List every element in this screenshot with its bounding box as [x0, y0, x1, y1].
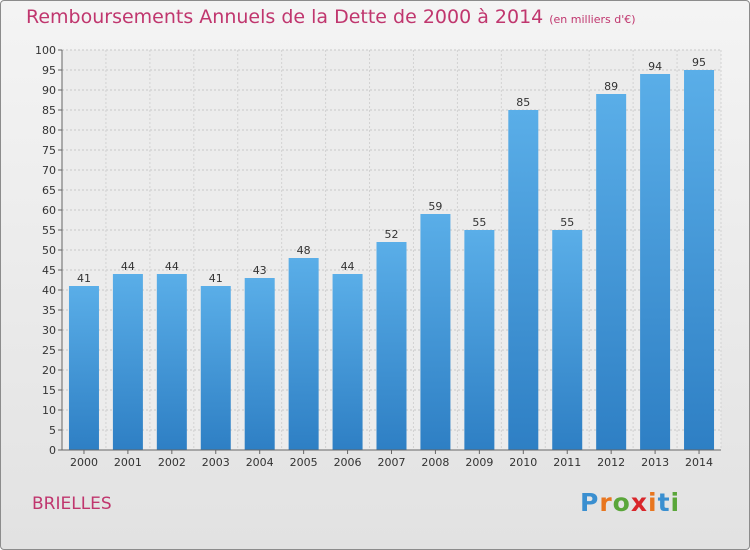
data-label-2005: 48: [297, 244, 311, 257]
x-tick-label: 2006: [334, 456, 362, 469]
chart-title: Remboursements Annuels de la Dette de 20…: [26, 6, 636, 28]
y-tick-label: 90: [42, 84, 56, 97]
y-tick-label: 45: [42, 264, 56, 277]
data-label-2014: 95: [692, 56, 706, 69]
bar-2011: [552, 230, 583, 450]
x-tick-label: 2001: [114, 456, 142, 469]
y-tick-label: 10: [42, 404, 56, 417]
bar-2014: [684, 70, 715, 450]
logo-letter: r: [599, 488, 613, 517]
y-tick-label: 5: [49, 424, 56, 437]
y-tick-label: 15: [42, 384, 56, 397]
bar-2006: [332, 274, 363, 450]
y-tick-label: 30: [42, 324, 56, 337]
bar-2010: [508, 110, 539, 450]
data-label-2011: 55: [560, 216, 574, 229]
data-label-2009: 55: [472, 216, 486, 229]
data-label-2007: 52: [385, 228, 399, 241]
y-tick-label: 80: [42, 124, 56, 137]
data-label-2012: 89: [604, 80, 618, 93]
x-tick-label: 2010: [509, 456, 537, 469]
y-tick-label: 40: [42, 284, 56, 297]
bars: 41 44 44 41 43 48 44 52 59 55 85 55 89 94 95: [68, 56, 715, 450]
chart-title-text: Remboursements Annuels de la Dette de 20…: [26, 6, 544, 28]
x-tick-label: 2007: [378, 456, 406, 469]
y-tick-label: 35: [42, 304, 56, 317]
y-tick-label: 70: [42, 164, 56, 177]
logo-letter: t: [657, 488, 671, 517]
y-tick-label: 75: [42, 144, 56, 157]
logo-letter: i: [670, 488, 681, 517]
y-tick-label: 25: [42, 344, 56, 357]
logo-letter: P: [580, 488, 600, 517]
data-label-2004: 43: [253, 264, 267, 277]
data-label-2003: 41: [209, 272, 223, 285]
x-tick-label: 2003: [202, 456, 230, 469]
chart-subtitle: (en milliers d'€): [549, 13, 636, 26]
bar-2007: [376, 242, 407, 450]
y-tick-label: 20: [42, 364, 56, 377]
bar-2012: [596, 94, 627, 450]
y-tick-label: 60: [42, 204, 56, 217]
y-tick-label: 95: [42, 64, 56, 77]
x-tick-label: 2005: [290, 456, 318, 469]
x-tick-label: 2014: [685, 456, 713, 469]
bar-2002: [156, 274, 187, 450]
x-tick-label: 2002: [158, 456, 186, 469]
data-label-2000: 41: [77, 272, 91, 285]
x-tick-label: 2013: [641, 456, 669, 469]
y-axis: 0 5 10 15 20 25 30 35 40 45 50 55 60 65 70 75 80 85 90 95 10…: [35, 44, 63, 457]
y-tick-label: 65: [42, 184, 56, 197]
x-tick-label: 2000: [70, 456, 98, 469]
bar-2001: [112, 274, 143, 450]
data-label-2002: 44: [165, 260, 179, 273]
x-tick-label: 2009: [465, 456, 493, 469]
bar-2008: [420, 214, 451, 450]
logo-letter: o: [612, 488, 631, 517]
proxiti-logo: Proxiti: [580, 488, 680, 517]
bar-2005: [288, 258, 319, 450]
x-tick-label: 2012: [597, 456, 625, 469]
y-tick-label: 85: [42, 104, 56, 117]
commune-name: BRIELLES: [32, 494, 112, 514]
bar-2004: [244, 278, 275, 450]
data-label-2013: 94: [648, 60, 662, 73]
x-axis: 2000 2001 2002 2003 2004 2005 2006 2007 2008 2009…: [62, 449, 721, 469]
bar-2003: [200, 286, 231, 450]
x-tick-label: 2008: [421, 456, 449, 469]
bar-2000: [68, 286, 99, 450]
x-tick-label: 2011: [553, 456, 581, 469]
y-tick-label: 55: [42, 224, 56, 237]
data-label-2006: 44: [341, 260, 355, 273]
y-tick-label: 100: [35, 44, 56, 57]
bar-2013: [640, 74, 671, 450]
logo-letter: i: [648, 488, 658, 517]
data-label-2008: 59: [428, 200, 442, 213]
data-label-2001: 44: [121, 260, 135, 273]
y-tick-label: 50: [42, 244, 56, 257]
data-label-2010: 85: [516, 96, 530, 109]
logo-letter: x: [630, 488, 648, 517]
bar-2009: [464, 230, 495, 450]
x-tick-label: 2004: [246, 456, 274, 469]
y-tick-label: 0: [49, 444, 56, 457]
